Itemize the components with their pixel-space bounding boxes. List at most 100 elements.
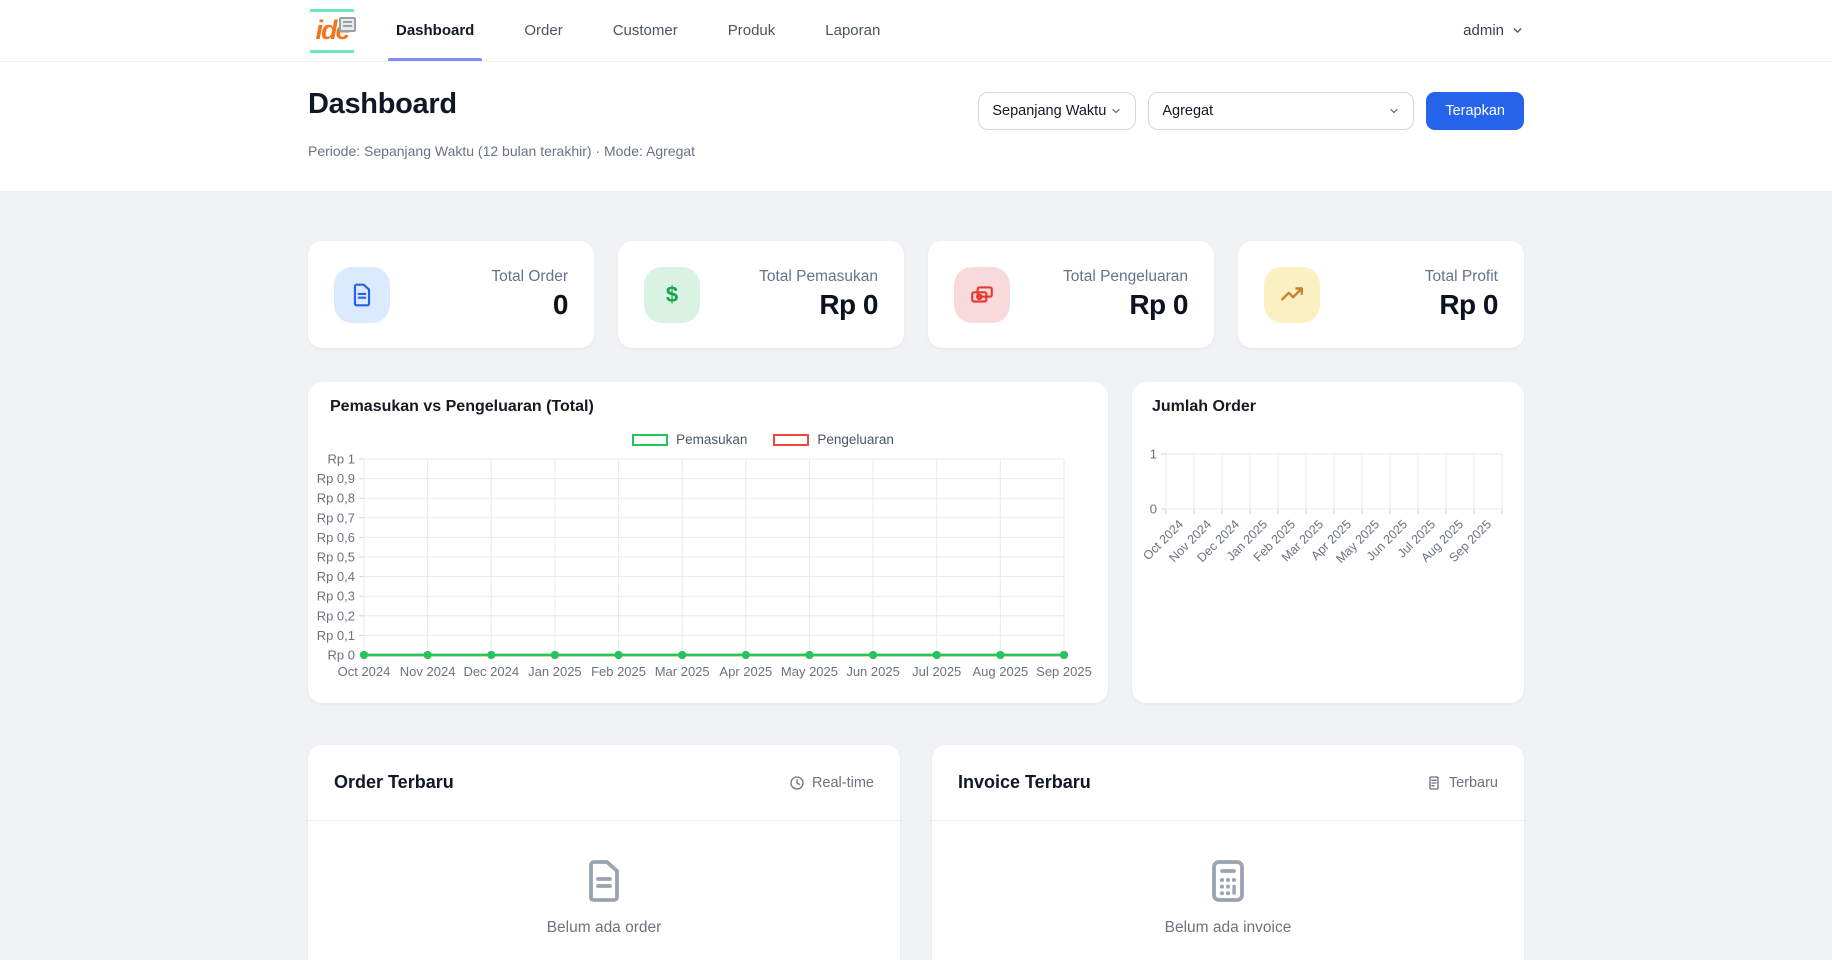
invoices-empty-state: Belum ada invoice (932, 821, 1524, 937)
nav-item-dashboard[interactable]: Dashboard (388, 0, 483, 61)
legend-swatch-red (773, 433, 810, 446)
legend-item-pengeluaran[interactable]: Pengeluaran (773, 432, 894, 447)
svg-text:Feb 2025: Feb 2025 (591, 664, 646, 679)
empty-text: Belum ada invoice (1164, 919, 1292, 936)
svg-text:Rp 0: Rp 0 (328, 648, 355, 663)
main-nav: Dashboard Order Customer Produk Laporan (388, 0, 882, 61)
stat-value: Rp 0 (1439, 289, 1498, 320)
svg-text:Jan 2025: Jan 2025 (528, 664, 582, 679)
document-icon (588, 860, 619, 902)
chevron-down-icon (1112, 108, 1120, 114)
recent-orders-panel: Order Terbaru Real-time Belum ada order (308, 745, 900, 960)
logo-monitor-icon (339, 16, 356, 32)
panels-row: Order Terbaru Real-time Belum ada order … (308, 745, 1524, 960)
receipt-icon (1429, 775, 1439, 790)
active-tab-indicator (388, 58, 483, 61)
stat-card-total-pemasukan: $ Total Pemasukan Rp 0 (618, 241, 904, 348)
chart-title: Pemasukan vs Pengeluaran (Total) (330, 398, 594, 415)
svg-text:Sep 2025: Sep 2025 (1036, 664, 1092, 679)
chevron-down-icon (1390, 108, 1398, 114)
top-navbar: ide Dashboard Order Customer Produk Lapo… (0, 0, 1832, 62)
panel-title: Invoice Terbaru (958, 772, 1091, 792)
svg-text:0: 0 (1150, 502, 1157, 517)
legend-item-pemasukan[interactable]: Pemasukan (632, 432, 747, 447)
logo-bottom-line (310, 49, 354, 53)
mode-select-value: Agregat (1162, 103, 1214, 119)
stat-value: Rp 0 (1129, 289, 1188, 320)
orders-empty-state: Belum ada order (308, 821, 900, 937)
apply-button[interactable]: Terapkan (1426, 92, 1524, 130)
nav-label: Dashboard (396, 22, 475, 39)
user-menu[interactable]: admin (1463, 22, 1524, 39)
terbaru-badge: Terbaru (1426, 775, 1498, 791)
nav-item-order[interactable]: Order (522, 0, 564, 61)
svg-text:Rp 0,3: Rp 0,3 (317, 589, 355, 604)
nav-item-laporan[interactable]: Laporan (823, 0, 882, 61)
stat-value: 0 (552, 289, 569, 320)
brand-logo[interactable]: ide (308, 8, 356, 54)
banknotes-icon (954, 266, 1010, 323)
jumlah-order-chart-card: Jumlah Order 1 0 Oct 2024 Nov 2024 Dec 2024 J… (1132, 382, 1524, 703)
svg-text:1: 1 (1150, 447, 1157, 462)
badge-label: Real-time (811, 774, 874, 791)
period-summary: Periode: Sepanjang Waktu (12 bulan terak… (308, 143, 696, 159)
chart-title: Jumlah Order (1152, 398, 1257, 415)
nav-item-customer[interactable]: Customer (611, 0, 680, 61)
svg-text:Rp 0,2: Rp 0,2 (317, 608, 355, 623)
clock-icon (790, 775, 804, 790)
nav-label: Produk (727, 22, 776, 39)
svg-text:Oct 2024: Oct 2024 (338, 664, 391, 679)
mode-select[interactable]: Agregat (1148, 92, 1415, 130)
stat-card-total-order: Total Order 0 (308, 241, 594, 348)
nav-label: Customer (612, 22, 678, 39)
user-name: admin (1463, 22, 1504, 39)
nav-label: Laporan (825, 22, 881, 39)
chevron-down-icon (1513, 28, 1522, 33)
calculator-icon (1212, 860, 1244, 902)
nav-item-produk[interactable]: Produk (726, 0, 778, 61)
period-select[interactable]: Sepanjang Waktu (978, 92, 1137, 130)
stats-row: Total Order 0 $ Total Pemasukan Rp 0 Tot… (308, 241, 1524, 348)
stat-label: Total Order (491, 268, 568, 285)
realtime-badge: Real-time (789, 775, 874, 791)
charts-row: Pemasukan vs Pengeluaran (Total) Pemasuk… (308, 382, 1524, 703)
nav-label: Order (524, 22, 563, 39)
svg-text:Rp 1: Rp 1 (328, 452, 355, 467)
line-chart-canvas: Rp 1 Rp 0,9 Rp 0,8 Rp 0,7 Rp 0,6 Rp 0,5 Rp 0,4… (317, 452, 1092, 680)
recent-invoices-panel: Invoice Terbaru Terbaru Belum ada invoic… (932, 745, 1524, 960)
svg-text:Rp 0,7: Rp 0,7 (317, 510, 355, 525)
filter-bar: Sepanjang Waktu Agregat Terapkan (978, 92, 1524, 130)
legend-label: Pengeluaran (817, 432, 894, 447)
page-header: Dashboard Periode: Sepanjang Waktu (12 b… (0, 62, 1832, 191)
svg-text:May 2025: May 2025 (781, 664, 838, 679)
panel-title: Order Terbaru (334, 772, 454, 792)
dollar-sign-icon: $ (644, 266, 700, 323)
main-content: Total Order 0 $ Total Pemasukan Rp 0 Tot… (308, 241, 1524, 960)
trending-up-icon (1264, 266, 1320, 323)
svg-text:Rp 0,6: Rp 0,6 (317, 530, 355, 545)
chart-legend: Pemasukan Pengeluaran (363, 432, 1108, 447)
svg-text:Rp 0,5: Rp 0,5 (317, 550, 355, 565)
svg-text:Rp 0,8: Rp 0,8 (317, 491, 355, 506)
svg-text:Rp 0,9: Rp 0,9 (317, 471, 355, 486)
svg-text:Mar 2025: Mar 2025 (655, 664, 710, 679)
document-icon (334, 266, 390, 323)
badge-label: Terbaru (1448, 774, 1498, 791)
svg-text:Apr 2025: Apr 2025 (719, 664, 772, 679)
stat-card-total-profit: Total Profit Rp 0 (1238, 241, 1524, 348)
stat-card-total-pengeluaran: Total Pengeluaran Rp 0 (928, 241, 1214, 348)
stat-label: Total Profit (1424, 268, 1498, 285)
page-title: Dashboard (308, 88, 457, 120)
pemasukan-pengeluaran-chart-card: Pemasukan vs Pengeluaran (Total) Pemasuk… (308, 382, 1108, 703)
svg-text:Jun 2025: Jun 2025 (846, 664, 900, 679)
svg-text:Aug 2025: Aug 2025 (973, 664, 1029, 679)
period-select-value: Sepanjang Waktu (992, 103, 1107, 119)
legend-swatch-green (632, 433, 669, 446)
stat-label: Total Pemasukan (759, 268, 878, 285)
stat-value: Rp 0 (819, 289, 878, 320)
svg-text:Rp 0,1: Rp 0,1 (317, 628, 355, 643)
legend-label: Pemasukan (676, 432, 748, 447)
svg-text:Rp 0,4: Rp 0,4 (317, 569, 355, 584)
empty-text: Belum ada order (546, 919, 662, 936)
